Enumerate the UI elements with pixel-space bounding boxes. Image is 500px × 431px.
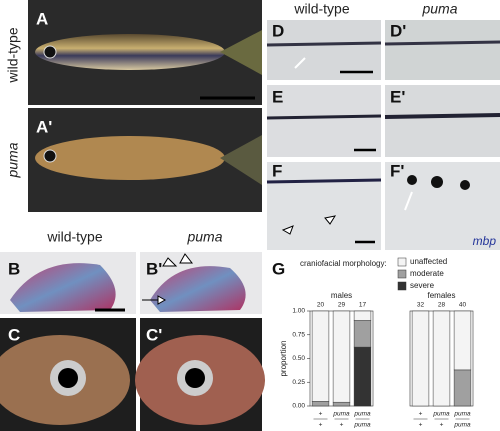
bar-segment [311,401,330,407]
n-label: 29 [338,302,346,309]
bar-segment [353,310,372,321]
panel-label: G [272,259,285,278]
category-bottom: puma [453,422,471,429]
column-label: puma [186,229,222,245]
n-label: 17 [359,302,367,309]
legend-swatch [397,257,407,267]
n-label: 32 [417,302,425,309]
panel-label: E [272,87,283,106]
panel-label: D [272,21,284,40]
subplot-title: males [331,291,352,300]
category-bottom: + [419,422,423,429]
column-label: wild-type [293,1,349,17]
panel-label: F [272,161,282,180]
bar-segment [332,401,351,407]
panel-label: A' [36,117,52,136]
category-top: + [319,411,323,418]
bar-segment [353,320,372,348]
category-bottom: + [440,422,444,429]
y-tick-label: 0.50 [292,355,305,362]
row-label: wild-type [5,27,21,83]
photo-f [266,162,382,250]
category-bottom: puma [353,422,371,429]
photo-a [28,0,262,105]
panel-label: C [8,325,20,344]
bar-segment [353,346,372,407]
photo-d-prime [384,20,500,80]
photo-b [0,252,136,314]
photo-e-prime [384,85,500,157]
photo-e [266,85,382,157]
category-top: puma [453,411,471,418]
bar-segment [411,310,430,407]
y-tick-label: 1.00 [292,308,305,315]
y-tick-label: 0.00 [292,403,305,410]
column-label: wild-type [46,229,102,245]
photo-d [266,20,382,80]
y-tick-label: 0.25 [292,379,305,386]
category-top: puma [332,411,350,418]
photo-a-prime [28,108,262,212]
legend-label: severe [410,281,435,290]
row-label: puma [5,142,21,178]
panel-label: B [8,259,20,278]
photo-c-prime [135,318,265,431]
column-label: puma [421,1,457,17]
category-bottom: + [319,422,323,429]
bar-segment [453,369,472,407]
panel-label: A [36,9,48,28]
y-axis-label: proportion [279,340,288,376]
bar-segment [332,310,351,403]
category-bottom: + [340,422,344,429]
category-top: puma [353,411,371,418]
n-label: 40 [459,302,467,309]
n-label: 20 [317,302,325,309]
legend-title: craniofacial morphology: [300,259,387,268]
n-label: 28 [438,302,446,309]
stain-label: mbp [473,234,497,248]
chart-g: unaffected moderate severe males 0.00 0.25 0.5… [279,257,474,429]
bar-segment [432,310,451,407]
bar-segment [311,310,330,402]
legend-label: moderate [410,269,444,278]
photo-c [0,318,136,431]
legend-label: unaffected [410,257,447,266]
legend-swatch [397,281,407,291]
photo-b-prime [140,252,262,314]
panel-label: E' [390,87,405,106]
panel-label: C' [146,325,162,344]
category-top: puma [432,411,450,418]
photo-f-prime [385,162,500,250]
panel-label: D' [390,21,406,40]
panel-label: B' [146,259,162,278]
panel-label: F' [390,161,404,180]
subplot-title: females [427,291,455,300]
bar-segment [453,310,472,371]
legend-swatch [397,269,407,279]
category-top: + [419,411,423,418]
y-tick-label: 0.75 [292,331,305,338]
